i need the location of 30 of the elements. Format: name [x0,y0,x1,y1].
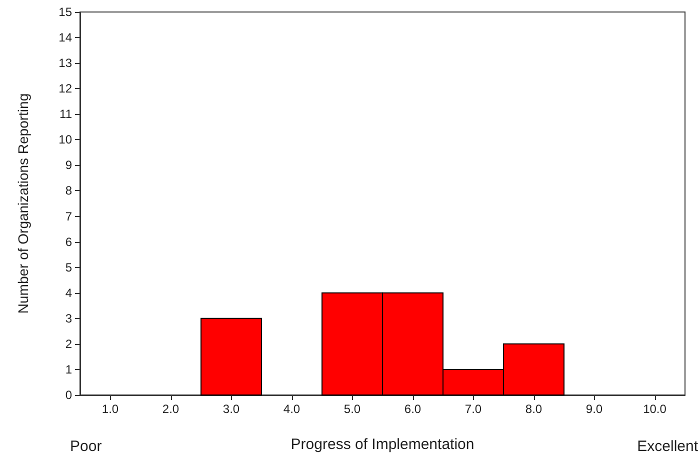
x-tick-label: 7.0 [464,402,482,416]
text: Poor [70,438,102,455]
y-tick-label: 14 [58,30,72,45]
y-tick-label: 13 [58,56,72,70]
x-tick-label: 6.0 [404,402,422,416]
y-tick-label: 5 [65,260,72,274]
x-tick-label: 1.0 [102,402,119,416]
y-tick-label: 12 [58,82,72,96]
y-tick-label: 4 [65,286,72,300]
x-tick-label: 8.0 [525,402,542,416]
y-tick-label: 7 [65,209,72,224]
x-tick-label: 3.0 [222,402,240,416]
y-tick-label: 6 [65,234,72,249]
y-tick-label: 11 [60,107,72,122]
y-tick-label: 8 [65,184,72,198]
x-axis-title: Progress of Implementation [290,436,474,453]
y-tick-label: 2 [65,336,72,351]
y-tick-label: 1 [65,362,72,376]
y-tick-label: 15 [58,5,72,19]
text: Excellent [637,438,699,455]
x-tick-label: 10.0 [643,402,667,416]
y-tick-label: 0 [65,388,72,402]
y-tick-label: 10 [58,132,72,147]
y-tick-label: 9 [65,158,72,172]
y-tick-label: 3 [65,311,72,326]
x-tick-label: 5.0 [344,402,361,416]
x-tick-label: 4.0 [283,402,300,416]
x-tick-label: 2.0 [162,402,180,416]
x-tick-label: 9.0 [586,402,603,416]
y-axis-title: Number of Organizations Reporting [15,93,31,314]
